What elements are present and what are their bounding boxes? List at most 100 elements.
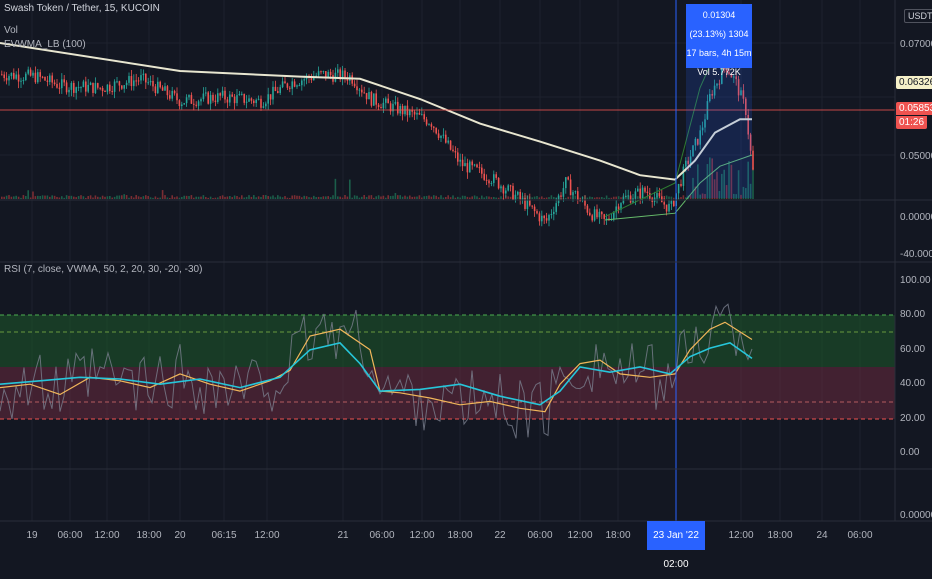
candle-body [375,93,377,105]
volume-bar [706,164,709,199]
candle-body [711,94,713,96]
volume-bar [382,195,385,199]
volume-bar [315,197,317,199]
candle-body [176,93,178,101]
candle-body [423,114,425,120]
candle-body [320,71,322,73]
candle-body [133,80,135,87]
candle-body [178,100,181,107]
candle-body [435,127,437,134]
candle-body [154,86,157,94]
candle-body [325,71,327,78]
candle-body [483,173,485,180]
candle-body [257,98,260,100]
candle-body [365,93,368,100]
candle-body [437,133,440,138]
candle-body [512,185,514,200]
candle-body [668,203,670,212]
candle-body [262,106,265,108]
candle-body [555,203,557,212]
time-axis: 19 06:00 12:00 18:00 20 06:15 12:00 21 06:00 12:0… [26,530,873,541]
volume-bar [344,195,346,199]
volume-bar [485,196,488,199]
volume-bar [637,196,639,199]
volume-bar [605,195,608,199]
volume-bar [428,195,430,199]
volume-bar [207,197,209,199]
volume-bar [435,195,437,199]
candle-body [449,140,452,150]
candle-body [231,94,233,97]
volume-legend[interactable]: Vol [4,25,18,36]
candle-body [574,191,577,193]
volume-bar [190,195,193,199]
time-tick: 20 [174,530,186,541]
volume-bar [680,197,682,199]
candle-body [152,80,154,87]
volume-bar [466,196,469,199]
volume-bar [709,157,711,199]
candle-body [382,102,385,109]
time-tick: 18:00 [767,530,792,541]
symbol-title[interactable]: Swash Token / Tether, 15, KUCOIN [4,3,160,14]
candle-body [500,186,502,189]
volume-bar [289,197,291,199]
time-tick: 12:00 [728,530,753,541]
candle-body [185,97,188,104]
volume-bar [185,195,188,199]
volume-bar [224,196,226,199]
volume-bar [200,196,202,199]
candle-body [109,84,111,92]
volume-bar [658,197,661,199]
volume-bar [351,197,353,199]
candle-body [3,74,5,79]
candle-body [250,98,253,101]
candle-body [644,187,646,192]
volume-bar [164,195,166,199]
volume-bar [507,196,509,199]
candle-body [44,76,46,81]
candle-body [617,206,620,210]
candle-body [649,192,651,199]
volume-bar [226,196,229,199]
candle-body [341,70,344,80]
candle-body [142,73,145,76]
candle-body [387,98,389,104]
evwma-price-tag: 0.06326 [896,76,932,89]
candle-body [526,199,529,209]
candle-body [507,185,509,191]
candle-body [613,212,615,220]
volume-bar [389,196,392,199]
volume-bar [716,171,718,199]
candle-body [658,193,661,197]
volume-bar [10,196,13,199]
candle-body [20,80,22,82]
candle-body [195,104,197,106]
volume-bar [8,195,10,199]
candle-body [255,99,257,104]
chart-canvas[interactable]: 19 06:00 12:00 18:00 20 06:15 12:00 21 06:00 12:0… [0,0,932,550]
evwma-legend[interactable]: EVWMA_LB (100) [4,39,86,50]
volume-bar [476,196,478,199]
volume-bar [89,195,92,199]
volume-bar [353,195,356,199]
candle-body [272,86,274,100]
candle-body [452,149,454,152]
volume-bar [481,195,483,199]
candle-body [113,81,116,92]
candle-body [41,76,44,78]
candle-body [694,138,697,146]
volume-bar [586,197,589,199]
volume-bar [370,195,373,199]
currency-button[interactable]: USDT [904,9,932,23]
rsi-legend[interactable]: RSI (7, close, VWMA, 50, 2, 20, 30, -20,… [4,264,203,275]
volume-bar [464,195,466,199]
time-tick: 12:00 [409,530,434,541]
candle-body [586,205,589,213]
volume-bar [241,195,243,199]
candle-body [646,191,649,193]
time-tick: 06:00 [527,530,552,541]
volume-bar [593,197,596,199]
rsi-tick: 20.00 [900,413,926,424]
candle-body [111,91,113,93]
